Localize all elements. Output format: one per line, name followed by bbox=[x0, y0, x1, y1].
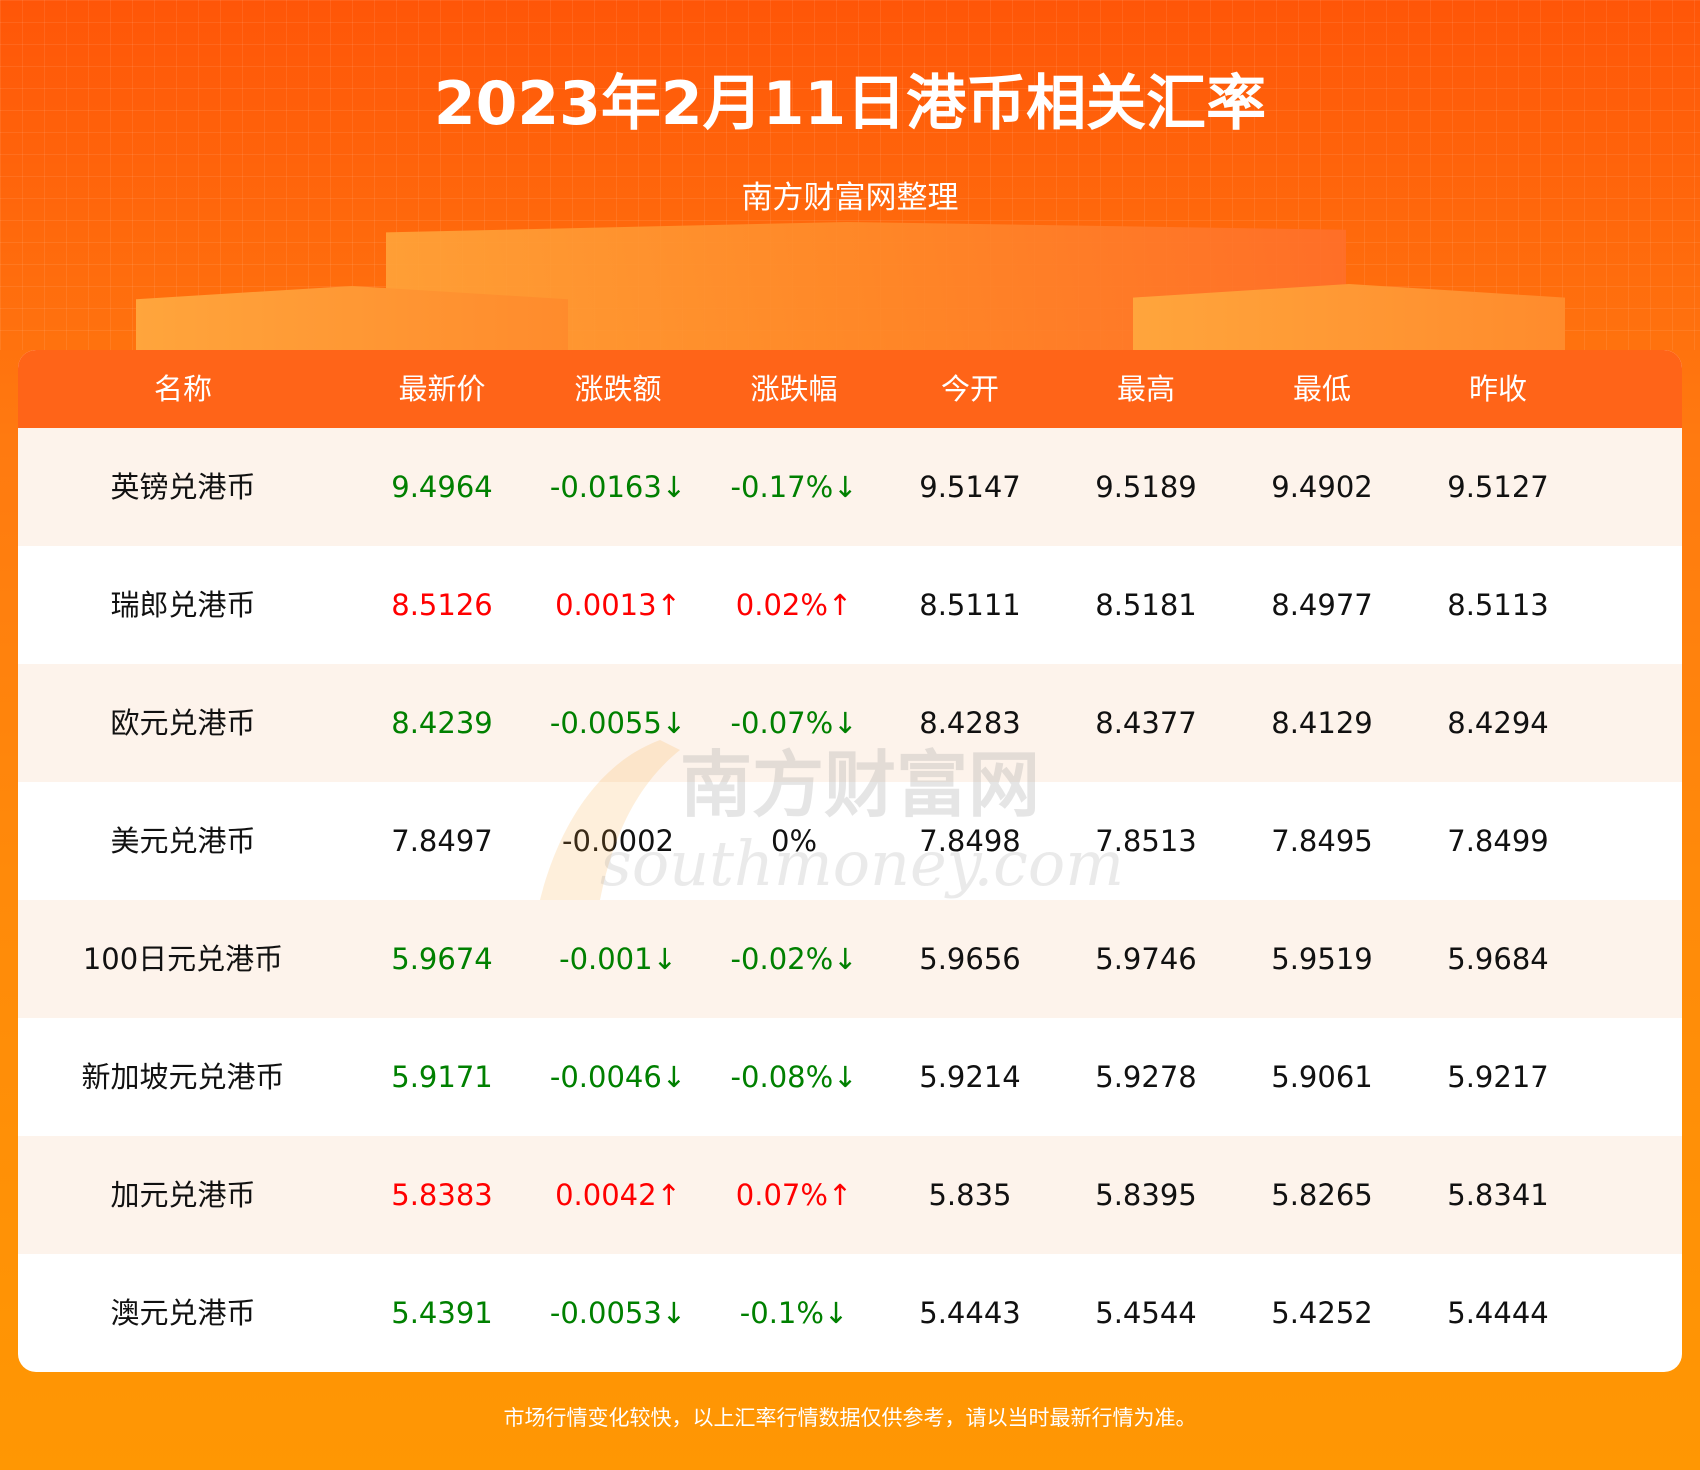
cell-name: 加元兑港币 bbox=[110, 1178, 256, 1212]
cell-change: 0.0042↑ bbox=[555, 1178, 681, 1212]
cell-open: 8.4283 bbox=[919, 706, 1021, 740]
col-open: 今开 bbox=[940, 372, 1000, 406]
cell-open: 7.8498 bbox=[919, 824, 1021, 858]
cell-prev: 5.4444 bbox=[1447, 1296, 1549, 1330]
cell-pct: -0.1%↓ bbox=[739, 1296, 849, 1330]
table-row: 英镑兑港币 9.4964 -0.0163↓ -0.17%↓ 9.5147 9.5189 9.… bbox=[18, 428, 1682, 546]
col-prev: 昨收 bbox=[1468, 372, 1528, 406]
cell-change: -0.001↓ bbox=[559, 942, 677, 976]
cell-open: 5.835 bbox=[928, 1178, 1012, 1212]
cell-high: 7.8513 bbox=[1095, 824, 1197, 858]
page-subtitle: 南方财富网整理 bbox=[741, 180, 959, 216]
cell-latest: 5.4391 bbox=[391, 1296, 493, 1330]
cell-pct: 0.07%↑ bbox=[735, 1178, 853, 1212]
cell-name: 美元兑港币 bbox=[110, 824, 256, 858]
cell-prev: 8.4294 bbox=[1447, 706, 1549, 740]
cell-low: 5.9519 bbox=[1271, 942, 1373, 976]
cell-pct: 0.02%↑ bbox=[735, 588, 853, 622]
table-header: 名称 最新价 涨跌额 涨跌幅 今开 最高 最低 昨收 bbox=[18, 350, 1682, 428]
cell-pct: -0.17%↓ bbox=[730, 470, 858, 504]
cell-name: 新加坡元兑港币 bbox=[81, 1060, 285, 1094]
cell-high: 9.5189 bbox=[1095, 470, 1197, 504]
cell-low: 5.8265 bbox=[1271, 1178, 1373, 1212]
cell-pct: -0.08%↓ bbox=[730, 1060, 858, 1094]
cell-high: 5.9746 bbox=[1095, 942, 1197, 976]
cell-open: 9.5147 bbox=[919, 470, 1021, 504]
table-row: 100日元兑港币 5.9674 -0.001↓ -0.02%↓ 5.9656 5.9746… bbox=[18, 900, 1682, 1018]
col-low: 最低 bbox=[1292, 372, 1352, 406]
cell-latest: 7.8497 bbox=[391, 824, 493, 858]
cell-change: -0.0002 bbox=[562, 824, 674, 858]
col-name: 名称 bbox=[153, 372, 213, 406]
page-title: 2023年2月11日港币相关汇率 bbox=[433, 69, 1267, 139]
cell-prev: 8.5113 bbox=[1447, 588, 1549, 622]
cell-pct: -0.07%↓ bbox=[730, 706, 858, 740]
cell-name: 欧元兑港币 bbox=[110, 706, 256, 740]
cell-change: -0.0053↓ bbox=[549, 1296, 687, 1330]
col-change: 涨跌额 bbox=[574, 372, 662, 406]
cell-change: -0.0163↓ bbox=[549, 470, 687, 504]
cell-name: 100日元兑港币 bbox=[82, 942, 284, 976]
disclaimer: 市场行情变化较快，以上汇率行情数据仅供参考，请以当时最新行情为准。 bbox=[503, 1406, 1197, 1430]
cell-low: 9.4902 bbox=[1271, 470, 1373, 504]
cell-prev: 9.5127 bbox=[1447, 470, 1549, 504]
table-row: 澳元兑港币 5.4391 -0.0053↓ -0.1%↓ 5.4443 5.4544 5.4… bbox=[18, 1254, 1682, 1372]
cell-open: 8.5111 bbox=[919, 588, 1021, 622]
cell-latest: 5.8383 bbox=[391, 1178, 493, 1212]
cell-name: 澳元兑港币 bbox=[110, 1296, 256, 1330]
cell-latest: 9.4964 bbox=[391, 470, 493, 504]
table-row: 美元兑港币 7.8497 -0.0002 0% 7.8498 7.8513 7.8495 7.… bbox=[18, 782, 1682, 900]
cell-high: 5.4544 bbox=[1095, 1296, 1197, 1330]
cell-high: 8.4377 bbox=[1095, 706, 1197, 740]
cell-pct: 0% bbox=[770, 824, 818, 858]
cell-prev: 5.9217 bbox=[1447, 1060, 1549, 1094]
col-latest: 最新价 bbox=[398, 372, 486, 406]
cell-change: -0.0046↓ bbox=[549, 1060, 687, 1094]
cell-change: -0.0055↓ bbox=[549, 706, 687, 740]
cell-latest: 8.5126 bbox=[391, 588, 493, 622]
table-row: 加元兑港币 5.8383 0.0042↑ 0.07%↑ 5.835 5.8395 5.826… bbox=[18, 1136, 1682, 1254]
table-row: 新加坡元兑港币 5.9171 -0.0046↓ -0.08%↓ 5.9214 5.9278… bbox=[18, 1018, 1682, 1136]
cell-pct: -0.02%↓ bbox=[730, 942, 858, 976]
cell-open: 5.4443 bbox=[919, 1296, 1021, 1330]
cell-latest: 8.4239 bbox=[391, 706, 493, 740]
rates-table: 名称 最新价 涨跌额 涨跌幅 今开 最高 最低 昨收 英镑兑港币 9.4964 -0… bbox=[18, 350, 1682, 1372]
cell-open: 5.9214 bbox=[919, 1060, 1021, 1094]
col-high: 最高 bbox=[1116, 372, 1176, 406]
cell-high: 5.9278 bbox=[1095, 1060, 1197, 1094]
cell-name: 瑞郎兑港币 bbox=[110, 588, 256, 622]
cell-latest: 5.9171 bbox=[391, 1060, 493, 1094]
table-body: 英镑兑港币 9.4964 -0.0163↓ -0.17%↓ 9.5147 9.5189 9.… bbox=[18, 428, 1682, 1372]
cell-open: 5.9656 bbox=[919, 942, 1021, 976]
cell-name: 英镑兑港币 bbox=[110, 470, 256, 504]
decor-block bbox=[1133, 284, 1565, 352]
cell-high: 8.5181 bbox=[1095, 588, 1197, 622]
cell-low: 5.9061 bbox=[1271, 1060, 1373, 1094]
cell-change: 0.0013↑ bbox=[555, 588, 681, 622]
cell-latest: 5.9674 bbox=[391, 942, 493, 976]
cell-low: 7.8495 bbox=[1271, 824, 1373, 858]
cell-prev: 5.8341 bbox=[1447, 1178, 1549, 1212]
cell-prev: 5.9684 bbox=[1447, 942, 1549, 976]
table-row: 欧元兑港币 8.4239 -0.0055↓ -0.07%↓ 8.4283 8.4377 8.… bbox=[18, 664, 1682, 782]
table-row: 瑞郎兑港币 8.5126 0.0013↑ 0.02%↑ 8.5111 8.5181 8.49… bbox=[18, 546, 1682, 664]
cell-prev: 7.8499 bbox=[1447, 824, 1549, 858]
cell-low: 8.4129 bbox=[1271, 706, 1373, 740]
cell-low: 5.4252 bbox=[1271, 1296, 1373, 1330]
cell-high: 5.8395 bbox=[1095, 1178, 1197, 1212]
col-pct: 涨跌幅 bbox=[750, 372, 838, 406]
decor-block bbox=[136, 286, 568, 352]
cell-low: 8.4977 bbox=[1271, 588, 1373, 622]
